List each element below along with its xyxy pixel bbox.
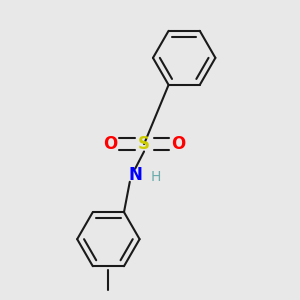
Text: O: O [171,135,185,153]
Text: S: S [138,135,150,153]
Text: H: H [151,170,161,184]
Text: N: N [128,166,142,184]
Text: O: O [103,135,117,153]
